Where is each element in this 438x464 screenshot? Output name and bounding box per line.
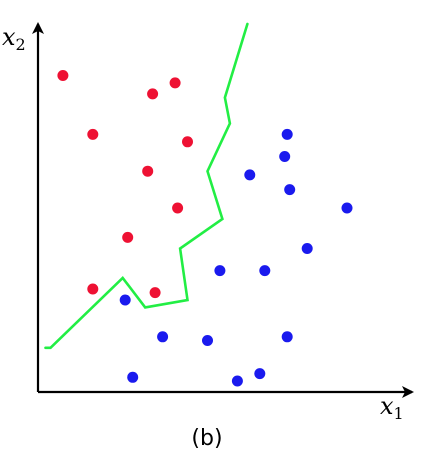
blue-point-2 (281, 128, 293, 140)
blue-point-5 (341, 202, 353, 214)
y-axis-label-sub: 2 (16, 35, 26, 54)
red-point-2 (87, 128, 99, 140)
red-point-3 (147, 88, 159, 100)
blue-point-15 (254, 368, 266, 380)
x-axis-label: x1 (380, 392, 404, 423)
blue-point-10 (157, 331, 169, 343)
figure-caption: (b) (191, 426, 222, 451)
blue-point-13 (127, 371, 139, 383)
y-axis-label: x2 (2, 23, 26, 54)
x-axis-label-var: x (380, 392, 394, 420)
decision-boundary (44, 22, 249, 350)
blue-point-3 (244, 169, 256, 181)
red-point-7 (172, 202, 184, 214)
blue-point-1 (279, 151, 291, 162)
blue-point-12 (281, 331, 293, 343)
blue-point-9 (119, 294, 131, 306)
x-axis-label-sub: 1 (394, 404, 404, 423)
red-point-6 (142, 165, 154, 177)
blue-class-points (119, 128, 353, 387)
red-point-10 (149, 287, 161, 299)
red-point-1 (57, 70, 69, 81)
blue-point-4 (284, 184, 296, 196)
blue-point-6 (301, 243, 313, 254)
red-point-5 (182, 136, 193, 148)
red-point-9 (87, 283, 99, 295)
blue-point-14 (231, 375, 243, 387)
red-point-8 (122, 231, 134, 243)
red-class-points (57, 70, 193, 299)
blue-point-8 (259, 265, 271, 277)
red-point-4 (169, 77, 181, 89)
blue-point-7 (214, 265, 226, 277)
blue-point-11 (202, 335, 213, 346)
y-axis-label-var: x (2, 23, 16, 51)
